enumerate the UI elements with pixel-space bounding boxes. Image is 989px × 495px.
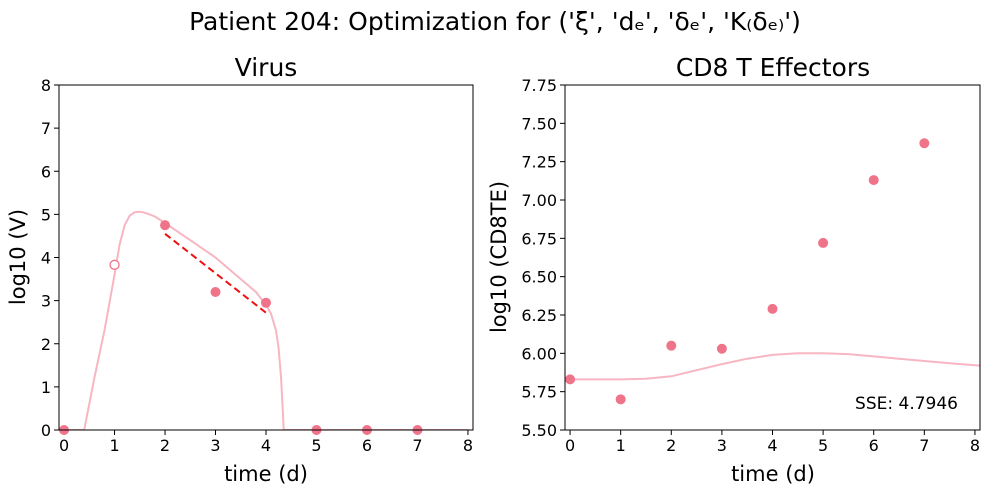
- y-tick-label: 4: [41, 249, 51, 268]
- plot-frame: [58, 84, 474, 431]
- data-point: [565, 374, 576, 385]
- data-point: [666, 340, 677, 351]
- x-tick-label: 8: [970, 436, 980, 455]
- data-point: [868, 175, 879, 186]
- plot-area: [570, 352, 980, 381]
- y-tick-label: 0: [41, 421, 51, 440]
- y-tick-label: 1: [41, 378, 51, 397]
- x-tick-label: 8: [463, 436, 473, 455]
- y-tick-label: 7.00: [521, 191, 557, 210]
- virus-title: Virus: [235, 53, 298, 82]
- y-tick-label: 8: [41, 76, 51, 95]
- model-curve: [64, 210, 468, 430]
- cd8-title: CD8 T Effectors: [676, 53, 870, 82]
- y-tick-label: 7.25: [521, 153, 557, 172]
- plot-area: [64, 210, 468, 430]
- y-tick-label: 6: [41, 162, 51, 181]
- model-curve: [570, 352, 980, 381]
- y-tick-label: 2: [41, 335, 51, 354]
- y-tick-label: 6.50: [521, 268, 557, 287]
- y-tick-label: 6.00: [521, 344, 557, 363]
- data-point: [716, 343, 727, 354]
- virus-panel: Virus time (d) log10 (V) 0 1 2 3 4 5 6 7 8 0 1 2 3 4 5…: [6, 53, 474, 486]
- x-tick-label: 3: [717, 436, 727, 455]
- x-tick-label: 7: [412, 436, 422, 455]
- cd8-panel: CD8 T Effectors time (d) log10 (CD8TE) S…: [487, 53, 981, 486]
- y-tick-label: 5: [41, 205, 51, 224]
- figure-suptitle: Patient 204: Optimization for ('ξ', 'dₑ'…: [189, 7, 801, 36]
- x-tick-label: 2: [666, 436, 676, 455]
- x-tick-label: 0: [59, 436, 69, 455]
- y-tick-label: 7.50: [521, 114, 557, 133]
- x-tick-label: 0: [565, 436, 575, 455]
- excluded-point: [109, 259, 120, 270]
- data-point: [160, 220, 171, 231]
- data-point: [767, 303, 778, 314]
- data-point: [210, 287, 221, 297]
- x-tick-label: 1: [109, 436, 119, 455]
- data-point: [919, 138, 930, 149]
- x-tick-label: 5: [818, 436, 828, 455]
- y-tick-label: 6.25: [521, 306, 557, 325]
- x-tick-label: 4: [767, 436, 777, 455]
- data-point: [261, 297, 271, 308]
- y-tick-label: 5.50: [521, 421, 557, 440]
- x-tick-label: 7: [919, 436, 929, 455]
- fit-line: [164, 232, 267, 314]
- virus-ylabel: log10 (V): [6, 209, 30, 305]
- cd8-xlabel: time (d): [731, 462, 815, 486]
- x-tick-label: 5: [311, 436, 321, 455]
- x-tick-label: 1: [616, 436, 626, 455]
- x-tick-label: 4: [261, 436, 271, 455]
- x-tick-label: 6: [362, 436, 372, 455]
- cd8-ylabel: log10 (CD8TE): [487, 181, 511, 333]
- y-tick-label: 7.75: [521, 76, 557, 95]
- y-tick-label: 5.75: [521, 383, 557, 402]
- plot-frame: [564, 84, 981, 431]
- y-tick-label: 3: [41, 292, 51, 311]
- y-tick-label: 7: [41, 119, 51, 138]
- virus-xlabel: time (d): [224, 462, 308, 486]
- y-tick-label: 6.75: [521, 229, 557, 248]
- x-tick-label: 2: [160, 436, 170, 455]
- data-point: [818, 237, 829, 248]
- x-tick-label: 3: [210, 436, 220, 455]
- sse-annotation: SSE: 4.7946: [855, 394, 958, 414]
- data-point: [615, 394, 626, 405]
- x-tick-label: 6: [869, 436, 879, 455]
